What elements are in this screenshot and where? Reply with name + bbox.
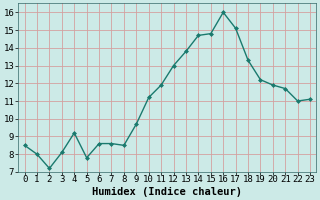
X-axis label: Humidex (Indice chaleur): Humidex (Indice chaleur) [92, 186, 242, 197]
